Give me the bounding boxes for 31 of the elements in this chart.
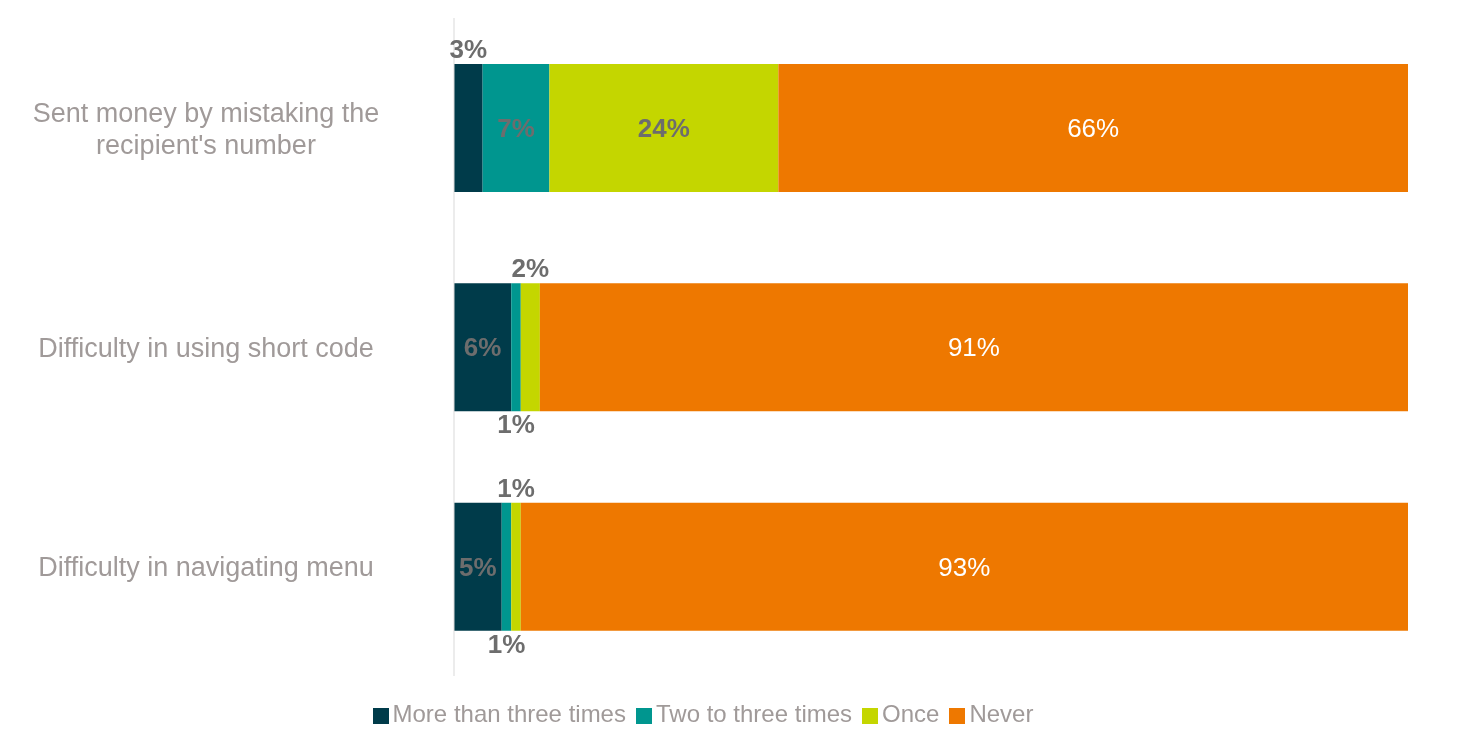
data-label: 2% bbox=[511, 253, 550, 284]
bar bbox=[520, 502, 1408, 631]
data-label: 1% bbox=[487, 628, 526, 659]
data-label: 91% bbox=[947, 332, 1000, 363]
bar bbox=[501, 502, 512, 631]
data-label: 7% bbox=[497, 113, 535, 143]
bar bbox=[482, 64, 550, 192]
bar bbox=[511, 502, 521, 631]
y-tick-label: Difficulty in navigating menu bbox=[38, 552, 374, 583]
data-label: 24% bbox=[637, 113, 690, 143]
legend-label: Two to three times bbox=[655, 700, 853, 727]
bar bbox=[511, 283, 521, 412]
data-label: 6% bbox=[463, 332, 502, 363]
y-tick-label: Difficulty in using short code bbox=[38, 333, 374, 363]
bar bbox=[539, 283, 1408, 412]
bar bbox=[454, 502, 502, 631]
bar bbox=[778, 64, 1408, 192]
bar bbox=[520, 283, 540, 412]
data-label: 66% bbox=[1067, 113, 1120, 143]
data-label: 93% bbox=[938, 551, 991, 582]
legend-label: Once bbox=[882, 700, 940, 727]
bar bbox=[454, 283, 512, 412]
y-tick-label: Sent money by mistaking the recipient's number bbox=[32, 97, 380, 160]
data-label: 1% bbox=[497, 472, 535, 503]
data-label: 3% bbox=[449, 34, 488, 64]
legend-label: More than three times bbox=[392, 700, 626, 727]
legend-label: Never bbox=[969, 700, 1034, 727]
bar bbox=[454, 64, 483, 192]
data-label: 5% bbox=[459, 551, 497, 582]
data-label: 1% bbox=[497, 409, 535, 440]
bar bbox=[549, 64, 779, 192]
